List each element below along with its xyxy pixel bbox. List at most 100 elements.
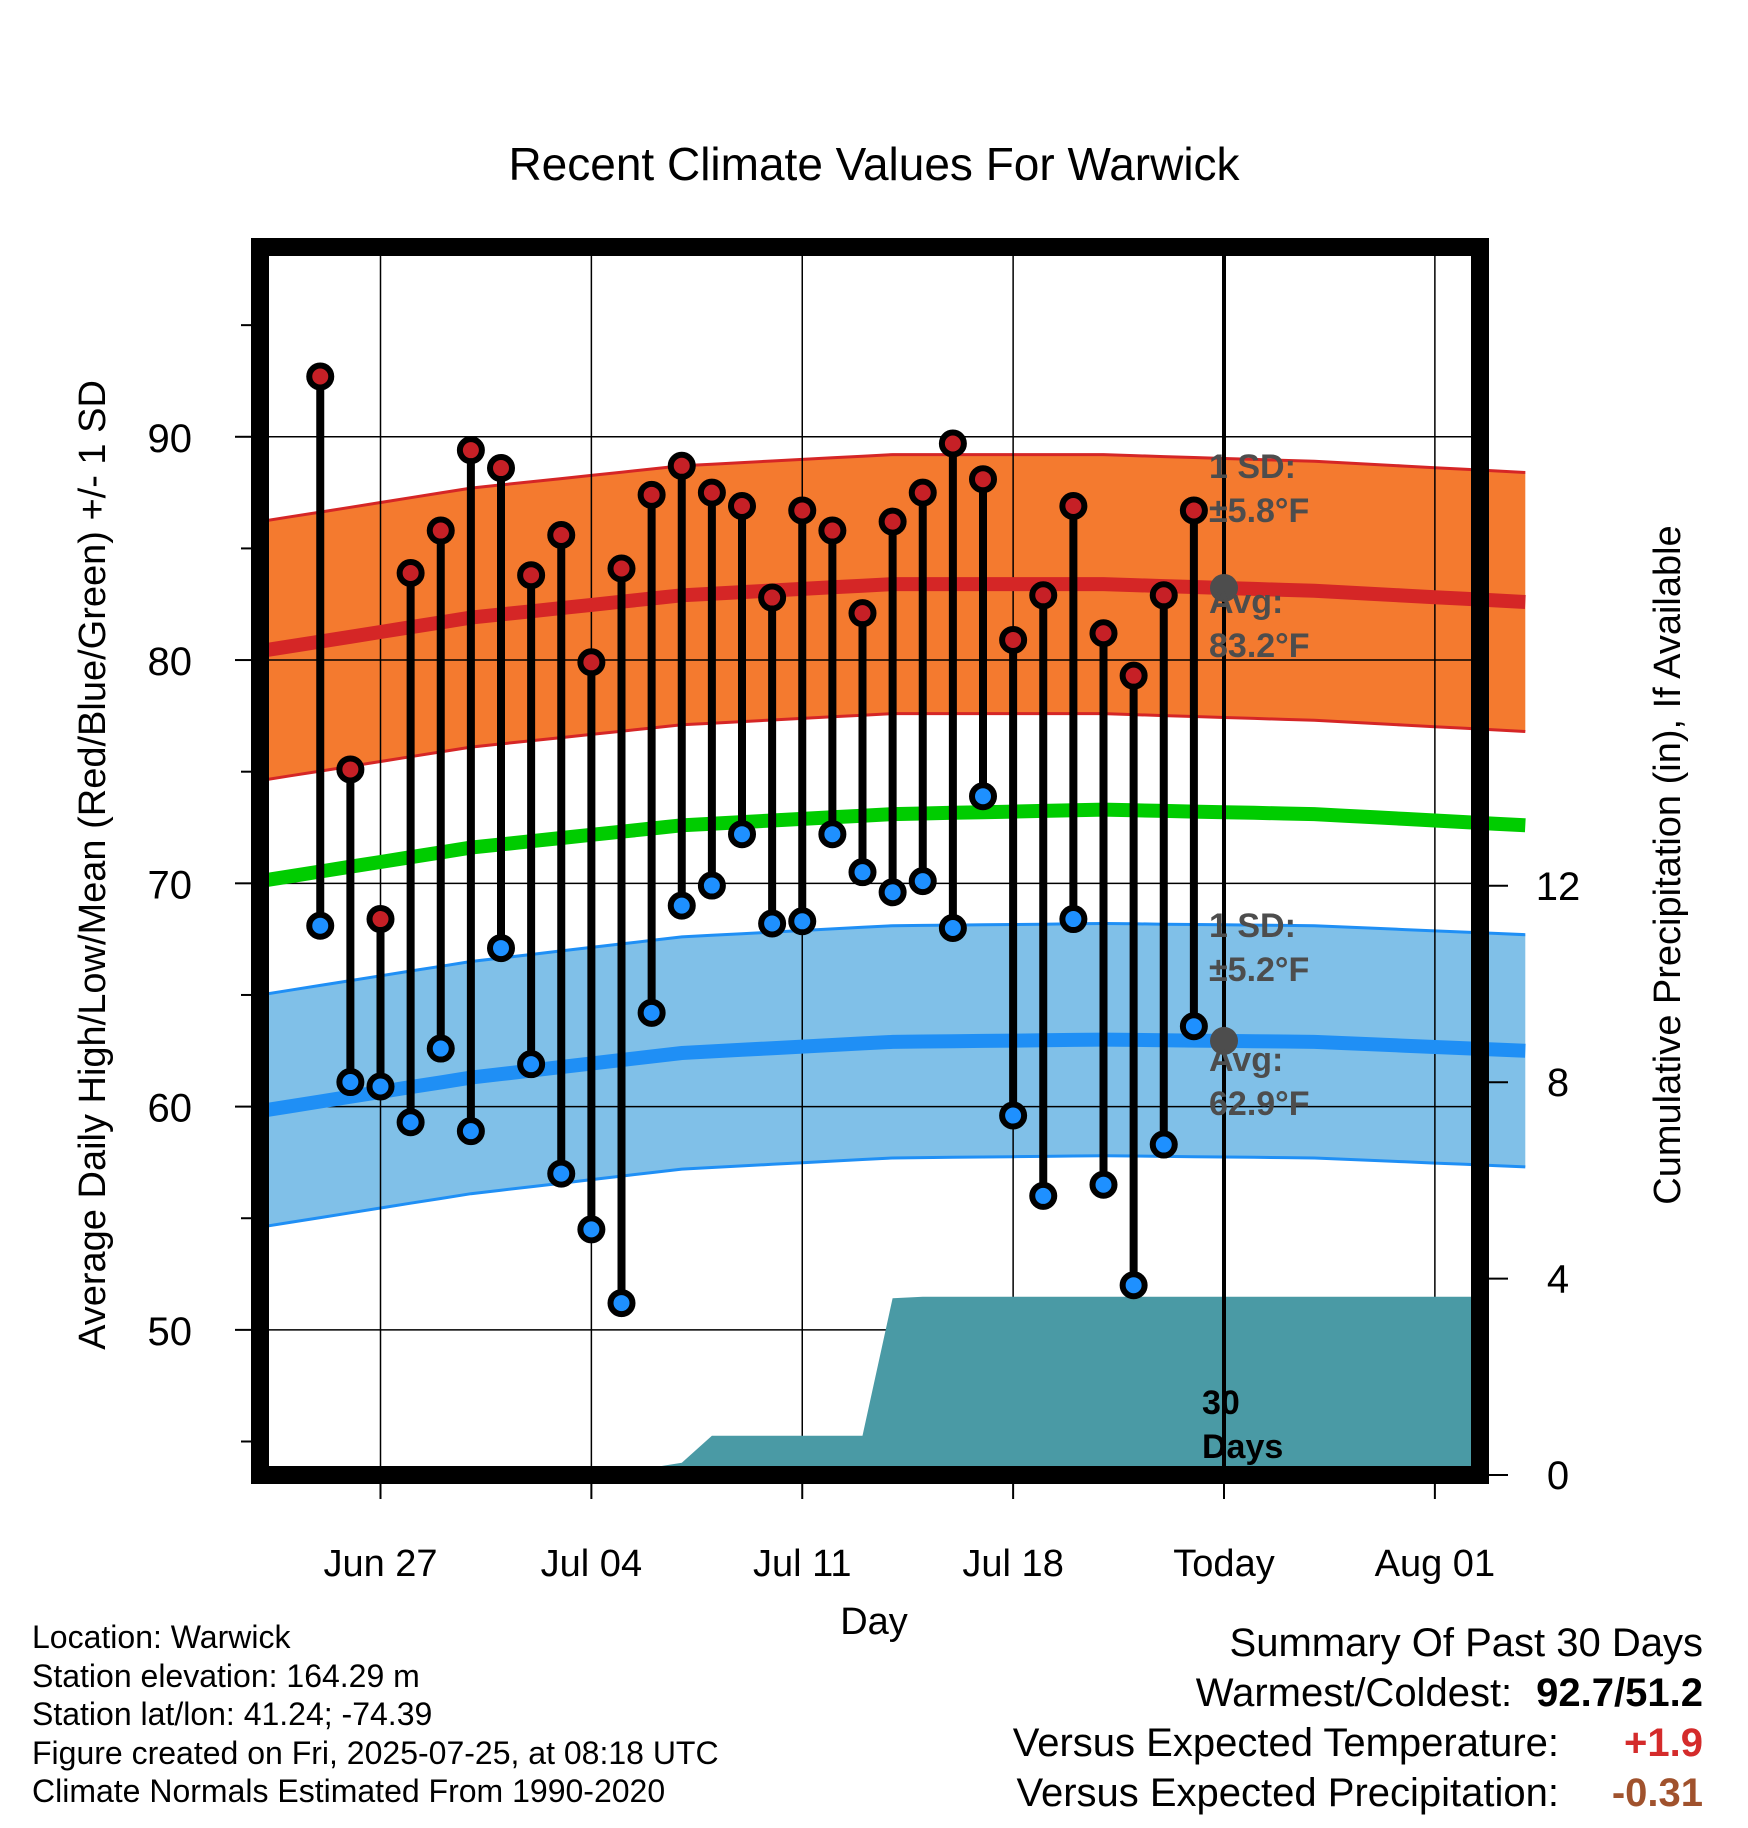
location-text: Location: Warwick [32, 1619, 291, 1655]
daily-low-dot [1179, 1012, 1208, 1041]
temp-label: Versus Expected Temperature: [1012, 1721, 1559, 1765]
y-tick-label: 90 [148, 417, 193, 461]
daily-dots [306, 362, 1208, 1318]
x-axis-label: Day [840, 1601, 908, 1643]
daily-low-dot [697, 871, 726, 900]
daily-low-dot [607, 1289, 636, 1318]
x-tick-label: Aug 01 [1375, 1543, 1495, 1585]
period-label: Days [1202, 1428, 1283, 1466]
elevation-text: Station elevation: 164.29 m [32, 1657, 420, 1694]
chart-title: Recent Climate Values For Warwick [508, 138, 1240, 190]
daily-high-dot [1179, 496, 1208, 525]
y-tick-label: 50 [148, 1310, 193, 1354]
plot-border [251, 238, 1489, 1484]
daily-low-dot [366, 1072, 395, 1101]
daily-low-dot [1119, 1271, 1148, 1300]
daily-low-dot [878, 878, 907, 907]
daily-high-dot [547, 521, 576, 550]
daily-high-dot [1119, 661, 1148, 690]
daily-high-dot [758, 583, 787, 612]
daily-low-dot [969, 782, 997, 811]
summary-temp: Versus Expected Temperature: +1.9 [1013, 1718, 1703, 1768]
daily-low-dot [396, 1108, 425, 1137]
daily-low-dot [547, 1159, 576, 1188]
x-tick-label: Jul 04 [541, 1543, 642, 1585]
daily-high-dot [697, 478, 726, 507]
low-sd-label: 1 SD: [1209, 907, 1296, 945]
low-sd-band [260, 923, 1526, 1228]
daily-high-dot [456, 436, 485, 465]
daily-high-dot [938, 429, 967, 458]
daily-low-dot [577, 1215, 606, 1244]
summary-title: Summary Of Past 30 Days [1229, 1621, 1703, 1665]
daily-high-dot [667, 451, 696, 480]
daily-low-dot [758, 909, 787, 938]
x-tick-label: Today [1173, 1543, 1274, 1585]
annotations: 1 SD: ±5.8°F Avg: 83.2°F 1 SD: ±5.2°F Avg: 62.9… [1202, 448, 1310, 1466]
normals-text: Climate Normals Estimated From 1990-2020 [32, 1773, 666, 1809]
daily-low-dot [728, 820, 756, 849]
daily-high-dot [999, 625, 1028, 654]
y-tick-label: 70 [148, 863, 193, 907]
low-band-lower-edge [259, 1154, 1526, 1229]
y2-axis-label: Cumulative Precipitation (in), If Availa… [1647, 525, 1689, 1204]
daily-high-dot [366, 905, 395, 934]
y2-tick-label: 8 [1547, 1061, 1569, 1105]
daily-high-dot [728, 491, 756, 520]
daily-low-dot [999, 1101, 1028, 1130]
precip-area [260, 1296, 1480, 1475]
low-avg-label: Avg: [1209, 1041, 1283, 1079]
x-tick-label: Jul 18 [962, 1543, 1063, 1585]
daily-high-dot [1149, 581, 1178, 610]
daily-high-dot [818, 516, 847, 545]
station-info: Location: Warwick Station elevation: 164… [32, 1618, 719, 1811]
high-avg-label: Avg: [1209, 583, 1283, 621]
created-text: Figure created on Fri, 2025-07-25, at 08… [32, 1734, 719, 1771]
y2-tick-label: 4 [1547, 1258, 1569, 1302]
daily-stems [316, 376, 1198, 1304]
daily-low-dot [938, 913, 967, 942]
today-normal-low-marker [1210, 1026, 1238, 1055]
high-sd-label: 1 SD: [1209, 448, 1296, 486]
daily-high-dot [878, 507, 907, 536]
precip-series [260, 1296, 1480, 1475]
warm-cold-value: 92.7/51.2 [1536, 1671, 1703, 1715]
daily-high-dot [1059, 491, 1088, 520]
daily-low-dot [426, 1034, 455, 1063]
y-tick-label: 60 [148, 1087, 193, 1131]
daily-high-dot [396, 558, 425, 587]
daily-low-dot [517, 1050, 546, 1079]
daily-low-dot [306, 911, 335, 940]
plot-frame [251, 238, 1489, 1484]
daily-high-dot [969, 465, 997, 494]
high-sd-label: ±5.8°F [1209, 492, 1309, 530]
daily-high-dot [637, 480, 666, 509]
temp-value: +1.9 [1624, 1721, 1703, 1765]
precip-label: Versus Expected Precipitation: [1016, 1771, 1559, 1815]
daily-low-dot [1059, 905, 1088, 934]
today-normal-high-marker [1210, 573, 1238, 602]
y2-tick-label: 0 [1547, 1454, 1569, 1498]
daily-high-dot [1029, 581, 1058, 610]
daily-low-dot [1089, 1170, 1118, 1199]
daily-low-dot [908, 867, 937, 896]
daily-high-dot [487, 454, 515, 483]
daily-high-dot [908, 478, 937, 507]
summary-panel: Summary Of Past 30 Days Warmest/Coldest:… [1013, 1618, 1703, 1818]
daily-low-dot [788, 907, 817, 936]
daily-high-dot [336, 755, 365, 784]
daily-high-dot [848, 599, 877, 628]
daily-low-dot [1029, 1181, 1058, 1210]
daily-low-dot [487, 934, 515, 963]
summary-precip: Versus Expected Precipitation: -0.31 [1013, 1768, 1703, 1818]
warm-cold-label: Warmest/Coldest: [1195, 1671, 1513, 1715]
y-tick-label: 80 [148, 640, 193, 684]
x-tick-label: Jul 11 [753, 1543, 852, 1585]
daily-high-dot [426, 516, 455, 545]
latlon-text: Station lat/lon: 41.24; -74.39 [32, 1696, 433, 1732]
x-tick-label: Jun 27 [323, 1543, 437, 1585]
high-avg-label: 83.2°F [1209, 627, 1310, 665]
y-axis-label: Average Daily High/Low/Mean (Red/Blue/Gr… [72, 380, 114, 1350]
daily-low-dot [1149, 1130, 1178, 1159]
